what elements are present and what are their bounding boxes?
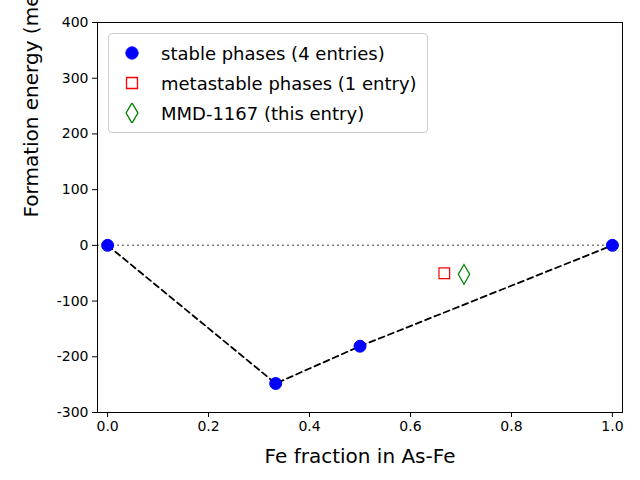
svg-text:0.4: 0.4 xyxy=(298,418,320,434)
svg-text:400: 400 xyxy=(62,14,89,30)
svg-text:Fe fraction in As-Fe: Fe fraction in As-Fe xyxy=(265,444,456,468)
svg-text:200: 200 xyxy=(62,125,89,141)
html-text:metastable phases (1 entry): metastable phases (1 entry) xyxy=(161,72,417,94)
svg-text:0: 0 xyxy=(80,237,89,253)
svg-text:0.2: 0.2 xyxy=(197,418,219,434)
html-text:stable phases (4 entries): stable phases (4 entries) xyxy=(161,42,385,64)
svg-text:Formation energy (meV/atom): Formation energy (meV/atom) xyxy=(19,0,43,218)
svg-text:0.6: 0.6 xyxy=(399,418,421,434)
svg-text:100: 100 xyxy=(62,181,89,197)
svg-text:1.0: 1.0 xyxy=(601,418,623,434)
svg-text:0.8: 0.8 xyxy=(500,418,522,434)
svg-text:-300: -300 xyxy=(57,404,89,420)
svg-text:-200: -200 xyxy=(57,348,89,364)
html-text:MMD-1167 (this entry): MMD-1167 (this entry) xyxy=(161,102,365,124)
svg-text:-100: -100 xyxy=(57,293,89,309)
svg-text:300: 300 xyxy=(62,70,89,86)
svg-text:0.0: 0.0 xyxy=(96,418,118,434)
